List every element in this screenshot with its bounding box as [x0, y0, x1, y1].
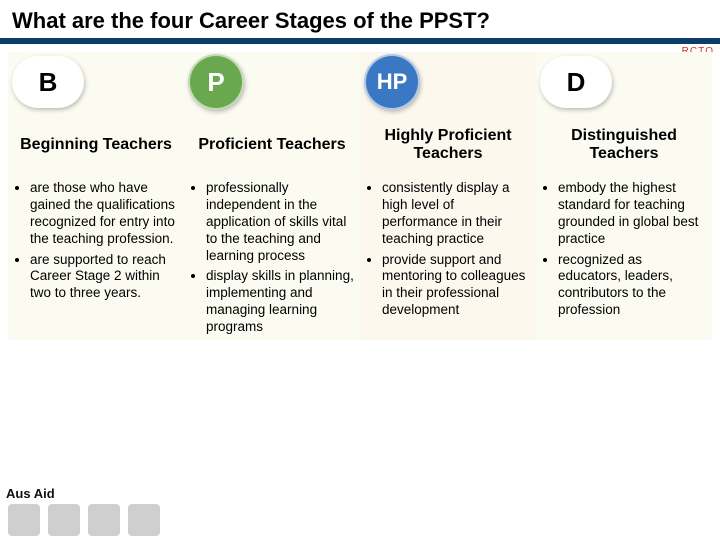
bullet-item: professionally independent in the applic… — [206, 180, 356, 264]
badge-row: B — [12, 52, 180, 112]
stage-column: D Distinguished Teachers embody the highes… — [536, 52, 712, 340]
stage-column: P Proficient Teachers professionally indep… — [184, 52, 360, 340]
stage-bullets: professionally independent in the applic… — [188, 180, 356, 336]
page-title: What are the four Career Stages of the P… — [12, 8, 708, 34]
title-bar: What are the four Career Stages of the P… — [0, 0, 720, 44]
badge-row: HP — [364, 52, 532, 112]
stage-column: HP Highly Proficient Teachers consistently… — [360, 52, 536, 340]
bullet-item: display skills in planning, implementing… — [206, 268, 356, 336]
bullet-item: are supported to reach Career Stage 2 wi… — [30, 252, 180, 303]
badge-row: P — [188, 52, 356, 112]
stage-heading: Beginning Teachers — [12, 118, 180, 172]
logo-placeholder — [48, 504, 80, 536]
bullet-item: provide support and mentoring to colleag… — [382, 252, 532, 320]
stage-bullets: embody the highest standard for teaching… — [540, 180, 708, 319]
bullet-item: are those who have gained the qualificat… — [30, 180, 180, 248]
footer-brand-text: Aus Aid — [6, 487, 55, 500]
logo-placeholder — [128, 504, 160, 536]
badge-row: D — [540, 52, 708, 112]
bullet-item: embody the highest standard for teaching… — [558, 180, 708, 248]
logo-placeholder — [8, 504, 40, 536]
stage-heading: Proficient Teachers — [188, 118, 356, 172]
stage-heading: Distinguished Teachers — [540, 118, 708, 172]
bullet-item: recognized as educators, leaders, contri… — [558, 252, 708, 320]
stage-bullets: are those who have gained the qualificat… — [12, 180, 180, 302]
stage-columns: B Beginning Teachers are those who have ga… — [0, 44, 720, 340]
logo-placeholder — [88, 504, 120, 536]
stage-bullets: consistently display a high level of per… — [364, 180, 532, 319]
stage-badge: B — [12, 56, 84, 108]
footer-logos — [8, 504, 160, 536]
stage-column: B Beginning Teachers are those who have ga… — [8, 52, 184, 340]
bullet-item: consistently display a high level of per… — [382, 180, 532, 248]
stage-badge: HP — [364, 54, 420, 110]
stage-badge: D — [540, 56, 612, 108]
stage-badge: P — [188, 54, 244, 110]
stage-heading: Highly Proficient Teachers — [364, 118, 532, 172]
